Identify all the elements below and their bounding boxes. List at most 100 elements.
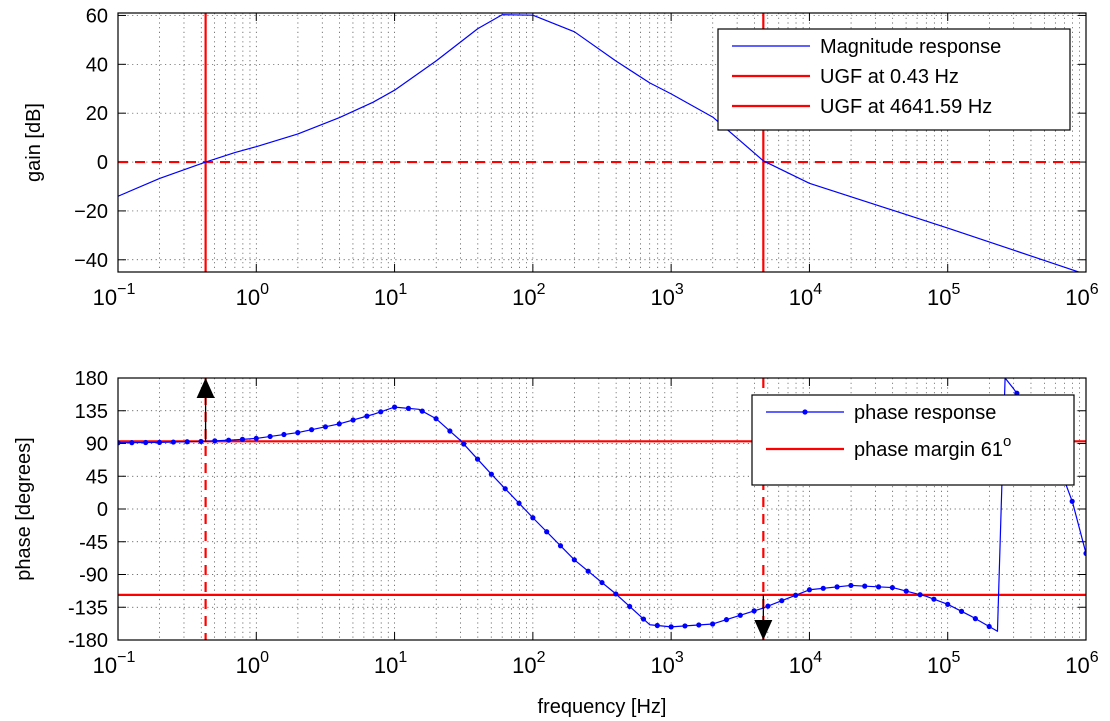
data-point [903, 588, 909, 594]
x-tick-exponent: 5 [952, 649, 961, 666]
x-tick-base: 10 [93, 285, 117, 310]
x-tick-label: 105 [927, 649, 960, 678]
data-point [212, 438, 218, 444]
data-point [917, 592, 923, 598]
data-point [544, 529, 550, 535]
data-point [129, 440, 135, 446]
y-tick-label: 0 [97, 152, 108, 174]
x-tick-base: 10 [789, 653, 813, 678]
x-tick-base: 10 [512, 285, 536, 310]
y-tick-label: −40 [74, 250, 108, 272]
x-tick-base: 10 [93, 653, 117, 678]
legend-label-0: phase response [854, 402, 996, 424]
data-point [945, 601, 951, 607]
data-point [875, 584, 882, 590]
y-tick-label: -135 [68, 597, 108, 619]
x-tick-label: 102 [512, 649, 545, 678]
data-point [118, 440, 121, 446]
data-point [488, 471, 494, 477]
data-point [433, 416, 439, 422]
data-point [682, 623, 688, 629]
data-point [793, 592, 799, 598]
data-point [239, 436, 246, 442]
x-tick-base: 10 [650, 285, 674, 310]
data-point [350, 417, 356, 423]
data-point [309, 427, 315, 433]
data-point [571, 557, 577, 563]
data-point [710, 621, 716, 627]
y-tick-label: 180 [75, 368, 108, 390]
data-point [502, 486, 508, 492]
data-point [253, 435, 259, 442]
data-point [972, 616, 978, 622]
x-tick-label: 102 [512, 281, 545, 310]
data-point [848, 582, 854, 589]
x-tick-base: 10 [374, 285, 398, 310]
legend: Magnitude response UGF at 0.43 Hz UGF at 4… [717, 28, 1071, 131]
x-tick-exponent: 5 [952, 281, 961, 298]
data-point [668, 624, 674, 630]
series-markers-0 [118, 390, 1086, 630]
y-tick-label: 40 [86, 54, 108, 76]
y-tick-label: -180 [68, 630, 108, 652]
x-tick-exponent: 3 [675, 649, 684, 666]
x-tick-base: 10 [650, 653, 674, 678]
data-point [143, 439, 149, 446]
legend-superscript: o [1003, 433, 1011, 450]
x-tick-label: 104 [789, 281, 822, 310]
data-point [1069, 498, 1075, 504]
data-point [958, 608, 965, 614]
x-tick-exponent: 1 [398, 649, 407, 666]
legend-text: UGF at 0.43 Hz [820, 66, 959, 88]
x-tick-exponent: 3 [675, 281, 684, 298]
data-point [1083, 550, 1086, 556]
data-point [696, 622, 702, 628]
data-point [267, 433, 273, 440]
axes-frame [117, 377, 1087, 641]
x-tick-base: 10 [789, 285, 813, 310]
legend: phase response phase margin 61o [751, 394, 1075, 486]
x-tick-exponent: 4 [813, 649, 822, 666]
x-tick-base: 10 [927, 653, 951, 678]
x-tick-label: 104 [789, 649, 822, 678]
data-point [613, 591, 619, 597]
data-point [585, 568, 591, 574]
data-point [806, 587, 813, 593]
legend-text: phase response [854, 402, 996, 424]
x-tick-base: 10 [236, 653, 260, 678]
legend-label-0: Magnitude response [820, 36, 1001, 58]
data-point [474, 456, 481, 462]
x-tick-label: 106 [1065, 649, 1098, 678]
data-point [419, 408, 425, 414]
data-point [834, 584, 840, 590]
x-tick-exponent: −1 [117, 281, 135, 298]
data-point [198, 438, 204, 445]
x-tick-exponent: 2 [537, 281, 546, 298]
data-point [378, 409, 384, 415]
x-tick-label: 100 [236, 649, 269, 678]
x-tick-exponent: −1 [117, 649, 135, 666]
x-tick-label: 103 [650, 281, 683, 310]
legend-text: UGF at 4641.59 Hz [820, 96, 992, 118]
data-point [627, 603, 633, 610]
data-point [184, 439, 190, 445]
legend-marker [802, 409, 808, 415]
legend-text: phase margin 61 [854, 439, 1003, 461]
data-point [931, 596, 937, 602]
data-point [447, 428, 453, 434]
data-point [530, 515, 536, 521]
data-point [765, 603, 771, 609]
axes-frame [117, 12, 1087, 273]
data-point [336, 421, 342, 427]
x-tick-label: 10−1 [93, 281, 136, 310]
x-tick-label: 105 [927, 281, 960, 310]
data-point [779, 598, 785, 604]
data-point [737, 612, 743, 618]
arrow-head [196, 378, 215, 398]
y-tick-label: 90 [86, 434, 108, 456]
y-tick-label: 60 [86, 5, 108, 27]
data-point [557, 543, 564, 549]
x-tick-exponent: 6 [1090, 649, 1099, 666]
